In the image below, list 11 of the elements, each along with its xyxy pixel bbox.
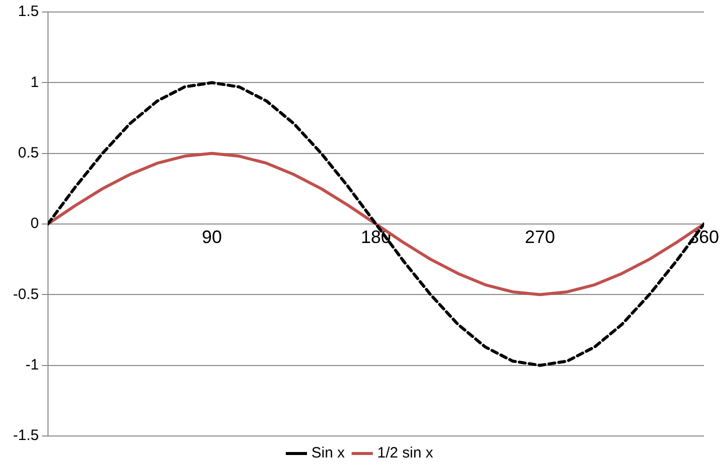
y-tick-label: -0.5 bbox=[12, 286, 39, 303]
y-tick-label: 1 bbox=[30, 74, 39, 91]
y-tick-label: -1.5 bbox=[12, 427, 39, 444]
legend-label: Sin x bbox=[311, 444, 346, 462]
x-tick-label: 270 bbox=[524, 226, 555, 247]
y-tick-label: 0 bbox=[30, 215, 39, 232]
x-tick-label: 90 bbox=[202, 226, 222, 247]
legend-label: 1/2 sin x bbox=[377, 444, 434, 462]
y-tick-label: 0.5 bbox=[18, 144, 39, 162]
y-tick-label: 1.5 bbox=[18, 3, 39, 20]
y-tick-label: -1 bbox=[26, 356, 39, 374]
